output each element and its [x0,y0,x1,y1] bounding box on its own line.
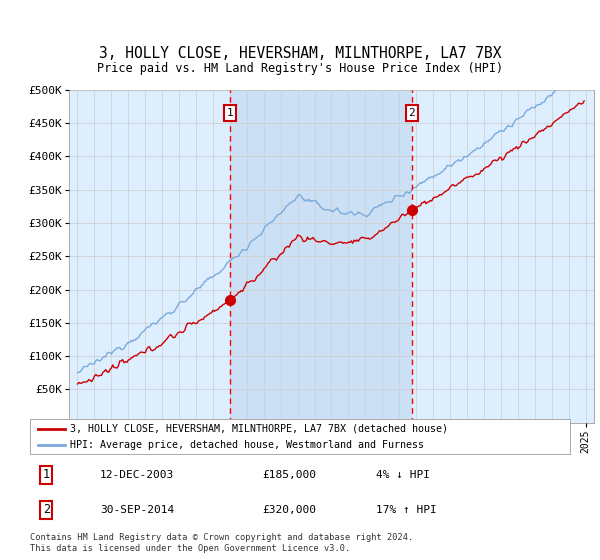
Text: 30-SEP-2014: 30-SEP-2014 [100,505,175,515]
Text: Price paid vs. HM Land Registry's House Price Index (HPI): Price paid vs. HM Land Registry's House … [97,62,503,75]
Text: £320,000: £320,000 [262,505,316,515]
Text: 3, HOLLY CLOSE, HEVERSHAM, MILNTHORPE, LA7 7BX (detached house): 3, HOLLY CLOSE, HEVERSHAM, MILNTHORPE, L… [71,423,449,433]
Text: 2: 2 [43,503,50,516]
Bar [230,90,412,423]
Text: 4% ↓ HPI: 4% ↓ HPI [376,470,430,479]
Text: HPI: Average price, detached house, Westmorland and Furness: HPI: Average price, detached house, West… [71,440,425,450]
Text: 3, HOLLY CLOSE, HEVERSHAM, MILNTHORPE, LA7 7BX: 3, HOLLY CLOSE, HEVERSHAM, MILNTHORPE, L… [99,46,501,61]
Text: Contains HM Land Registry data © Crown copyright and database right 2024.
This d: Contains HM Land Registry data © Crown c… [30,533,413,553]
Text: 2: 2 [409,108,415,118]
Text: £185,000: £185,000 [262,470,316,479]
Text: 1: 1 [43,468,50,481]
Text: 1: 1 [227,108,233,118]
Text: 17% ↑ HPI: 17% ↑ HPI [376,505,436,515]
Text: 12-DEC-2003: 12-DEC-2003 [100,470,175,479]
